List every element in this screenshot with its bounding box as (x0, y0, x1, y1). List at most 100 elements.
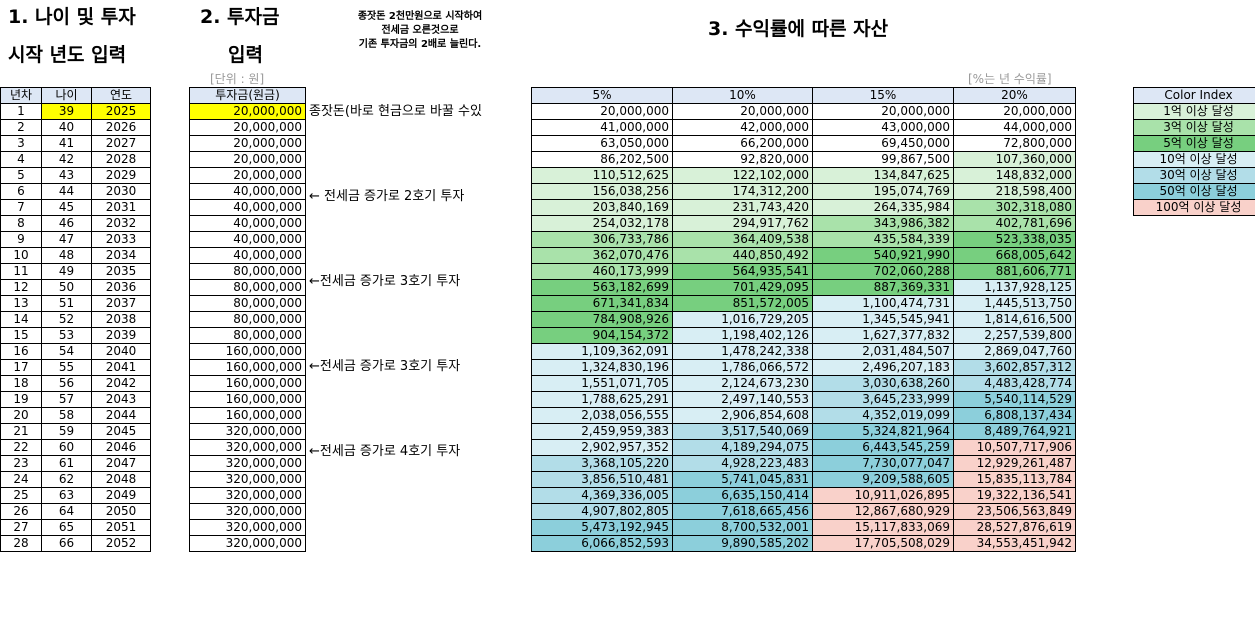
asset-value-cell[interactable]: 564,935,541 (672, 263, 813, 280)
age-cell[interactable]: 59 (41, 423, 92, 440)
legend-item[interactable]: 1억 이상 달성 (1133, 103, 1255, 120)
calendar-year-cell[interactable]: 2045 (91, 423, 151, 440)
asset-value-cell[interactable]: 156,038,256 (531, 183, 673, 200)
investment-cell[interactable]: 320,000,000 (189, 487, 306, 504)
legend-item[interactable]: 100억 이상 달성 (1133, 199, 1255, 216)
age-cell[interactable]: 44 (41, 183, 92, 200)
asset-value-cell[interactable]: 306,733,786 (531, 231, 673, 248)
asset-value-cell[interactable]: 7,730,077,047 (812, 455, 954, 472)
asset-value-cell[interactable]: 42,000,000 (672, 119, 813, 136)
investment-cell[interactable]: 40,000,000 (189, 215, 306, 232)
year-index-cell[interactable]: 28 (0, 535, 42, 552)
calendar-year-cell[interactable]: 2048 (91, 471, 151, 488)
age-cell[interactable]: 63 (41, 487, 92, 504)
calendar-year-cell[interactable]: 2046 (91, 439, 151, 456)
year-index-cell[interactable]: 17 (0, 359, 42, 376)
year-index-cell[interactable]: 20 (0, 407, 42, 424)
asset-value-cell[interactable]: 440,850,492 (672, 247, 813, 264)
asset-value-cell[interactable]: 195,074,769 (812, 183, 954, 200)
investment-cell[interactable]: 160,000,000 (189, 375, 306, 392)
calendar-year-cell[interactable]: 2031 (91, 199, 151, 216)
asset-value-cell[interactable]: 1,814,616,500 (953, 311, 1076, 328)
age-cell[interactable]: 50 (41, 279, 92, 296)
age-cell[interactable]: 61 (41, 455, 92, 472)
year-index-cell[interactable]: 8 (0, 215, 42, 232)
year-index-cell[interactable]: 18 (0, 375, 42, 392)
asset-value-cell[interactable]: 2,496,207,183 (812, 359, 954, 376)
calendar-year-cell[interactable]: 2037 (91, 295, 151, 312)
calendar-year-cell[interactable]: 2032 (91, 215, 151, 232)
year-index-cell[interactable]: 24 (0, 471, 42, 488)
calendar-year-cell[interactable]: 2028 (91, 151, 151, 168)
age-cell[interactable]: 66 (41, 535, 92, 552)
investment-cell[interactable]: 20,000,000 (189, 135, 306, 152)
age-cell[interactable]: 49 (41, 263, 92, 280)
year-index-cell[interactable]: 1 (0, 103, 42, 120)
asset-value-cell[interactable]: 2,497,140,553 (672, 391, 813, 408)
legend-item[interactable]: 50억 이상 달성 (1133, 183, 1255, 200)
asset-value-cell[interactable]: 435,584,339 (812, 231, 954, 248)
asset-value-cell[interactable]: 1,198,402,126 (672, 327, 813, 344)
asset-value-cell[interactable]: 5,741,045,831 (672, 471, 813, 488)
asset-value-cell[interactable]: 5,473,192,945 (531, 519, 673, 536)
asset-value-cell[interactable]: 2,038,056,555 (531, 407, 673, 424)
age-cell[interactable]: 65 (41, 519, 92, 536)
asset-value-cell[interactable]: 1,788,625,291 (531, 391, 673, 408)
investment-cell[interactable]: 40,000,000 (189, 199, 306, 216)
age-cell[interactable]: 47 (41, 231, 92, 248)
calendar-year-cell[interactable]: 2034 (91, 247, 151, 264)
calendar-year-cell[interactable]: 2030 (91, 183, 151, 200)
asset-value-cell[interactable]: 218,598,400 (953, 183, 1076, 200)
investment-cell[interactable]: 20,000,000 (189, 151, 306, 168)
investment-cell[interactable]: 320,000,000 (189, 503, 306, 520)
age-header[interactable]: 나이 (41, 87, 92, 104)
asset-value-cell[interactable]: 702,060,288 (812, 263, 954, 280)
asset-value-cell[interactable]: 174,312,200 (672, 183, 813, 200)
year-index-cell[interactable]: 3 (0, 135, 42, 152)
asset-value-cell[interactable]: 2,902,957,352 (531, 439, 673, 456)
asset-value-cell[interactable]: 904,154,372 (531, 327, 673, 344)
investment-cell[interactable]: 160,000,000 (189, 359, 306, 376)
calendar-year-cell[interactable]: 2040 (91, 343, 151, 360)
calendar-year-cell[interactable]: 2052 (91, 535, 151, 552)
year-index-cell[interactable]: 25 (0, 487, 42, 504)
asset-value-cell[interactable]: 402,781,696 (953, 215, 1076, 232)
asset-value-cell[interactable]: 134,847,625 (812, 167, 954, 184)
asset-value-cell[interactable]: 1,324,830,196 (531, 359, 673, 376)
year-index-cell[interactable]: 9 (0, 231, 42, 248)
asset-value-cell[interactable]: 7,618,665,456 (672, 503, 813, 520)
asset-value-cell[interactable]: 4,352,019,099 (812, 407, 954, 424)
asset-value-cell[interactable]: 20,000,000 (812, 103, 954, 120)
rate-header[interactable]: 5% (531, 87, 673, 104)
year-index-cell[interactable]: 5 (0, 167, 42, 184)
age-cell[interactable]: 56 (41, 375, 92, 392)
asset-value-cell[interactable]: 99,867,500 (812, 151, 954, 168)
investment-cell[interactable]: 320,000,000 (189, 471, 306, 488)
calendar-year-cell[interactable]: 2041 (91, 359, 151, 376)
asset-value-cell[interactable]: 1,445,513,750 (953, 295, 1076, 312)
asset-value-cell[interactable]: 671,341,834 (531, 295, 673, 312)
year-index-cell[interactable]: 23 (0, 455, 42, 472)
age-cell[interactable]: 58 (41, 407, 92, 424)
calendar-year-cell[interactable]: 2027 (91, 135, 151, 152)
year-index-cell[interactable]: 21 (0, 423, 42, 440)
investment-header[interactable]: 투자금(원금) (189, 87, 306, 104)
age-cell[interactable]: 57 (41, 391, 92, 408)
calendar-year-cell[interactable]: 2035 (91, 263, 151, 280)
asset-value-cell[interactable]: 1,786,066,572 (672, 359, 813, 376)
asset-value-cell[interactable]: 362,070,476 (531, 247, 673, 264)
asset-value-cell[interactable]: 563,182,699 (531, 279, 673, 296)
investment-cell[interactable]: 40,000,000 (189, 247, 306, 264)
asset-value-cell[interactable]: 6,443,545,259 (812, 439, 954, 456)
asset-value-cell[interactable]: 4,483,428,774 (953, 375, 1076, 392)
asset-value-cell[interactable]: 20,000,000 (672, 103, 813, 120)
calendar-year-cell[interactable]: 2049 (91, 487, 151, 504)
asset-value-cell[interactable]: 15,835,113,784 (953, 471, 1076, 488)
asset-value-cell[interactable]: 523,338,035 (953, 231, 1076, 248)
asset-value-cell[interactable]: 784,908,926 (531, 311, 673, 328)
age-cell[interactable]: 60 (41, 439, 92, 456)
asset-value-cell[interactable]: 881,606,771 (953, 263, 1076, 280)
age-cell[interactable]: 48 (41, 247, 92, 264)
asset-value-cell[interactable]: 10,911,026,895 (812, 487, 954, 504)
calendar-year-cell[interactable]: 2051 (91, 519, 151, 536)
